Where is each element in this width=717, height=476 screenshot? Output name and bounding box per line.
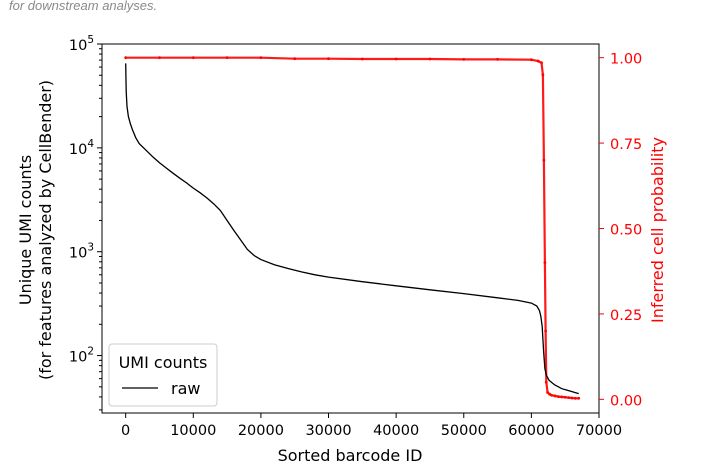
- probability-point: [553, 394, 557, 398]
- y2-tick-label: 0.75: [610, 137, 642, 153]
- probability-point: [327, 57, 330, 61]
- y2-tick-label: 0.50: [610, 223, 642, 239]
- probability-point: [529, 58, 533, 62]
- y-axis-label-line1: Unique UMI counts: [16, 155, 35, 305]
- y2-tick-label: 1.00: [610, 52, 642, 68]
- legend-title: UMI counts: [119, 353, 208, 372]
- legend: UMI counts raw: [108, 343, 218, 407]
- probability-point: [191, 56, 195, 60]
- x-tick-label: 60000: [508, 423, 554, 439]
- probability-point: [543, 261, 547, 265]
- y-tick-label: 103: [69, 242, 94, 262]
- probability-point: [557, 395, 560, 398]
- probability-point: [540, 61, 543, 65]
- probability-point: [496, 57, 499, 61]
- probability-point: [546, 391, 550, 394]
- x-tick-label: 20000: [238, 423, 284, 439]
- x-tick-label: 0: [121, 423, 130, 439]
- legend-entry-raw: raw: [171, 379, 200, 398]
- y-axis-label-line2: (for features analyzed by CellBender): [36, 80, 55, 380]
- legend-box: [108, 343, 218, 407]
- x-tick-label: 50000: [441, 423, 487, 439]
- probability-point: [550, 393, 554, 397]
- probability-point: [544, 329, 547, 333]
- probability-point: [577, 396, 581, 400]
- probability-point: [573, 396, 577, 400]
- probability-point: [544, 380, 548, 384]
- x-tick-label: 70000: [576, 423, 622, 439]
- probability-point: [225, 56, 229, 60]
- probability-point: [567, 396, 570, 400]
- probability-point: [360, 57, 364, 61]
- probability-point: [124, 56, 128, 60]
- y2-tick-label: 0.00: [610, 393, 642, 409]
- probability-point: [394, 57, 398, 61]
- probability-point: [536, 59, 540, 63]
- probability-point: [259, 56, 263, 60]
- y-tick-label: 105: [69, 34, 94, 54]
- caption-text: for downstream analyses.: [9, 0, 158, 13]
- probability-point: [428, 57, 432, 61]
- probability-point: [570, 396, 574, 400]
- probability-point: [541, 73, 545, 77]
- x-tick-label: 30000: [305, 423, 351, 439]
- probability-point: [563, 395, 567, 399]
- raw-umi-line: [125, 63, 579, 395]
- y-tick-label: 102: [69, 346, 94, 366]
- y-tick-label: 104: [69, 138, 94, 158]
- probability-point: [158, 56, 161, 60]
- y2-axis-label: Inferred cell probability: [648, 137, 667, 323]
- probability-point: [462, 57, 466, 61]
- x-tick-label: 10000: [170, 423, 216, 439]
- probability-point: [560, 395, 564, 399]
- x-tick-label: 40000: [373, 423, 419, 439]
- x-axis-label: Sorted barcode ID: [278, 446, 423, 465]
- y2-tick-label: 0.25: [610, 308, 642, 324]
- probability-point: [293, 57, 297, 61]
- probability-point: [542, 158, 546, 162]
